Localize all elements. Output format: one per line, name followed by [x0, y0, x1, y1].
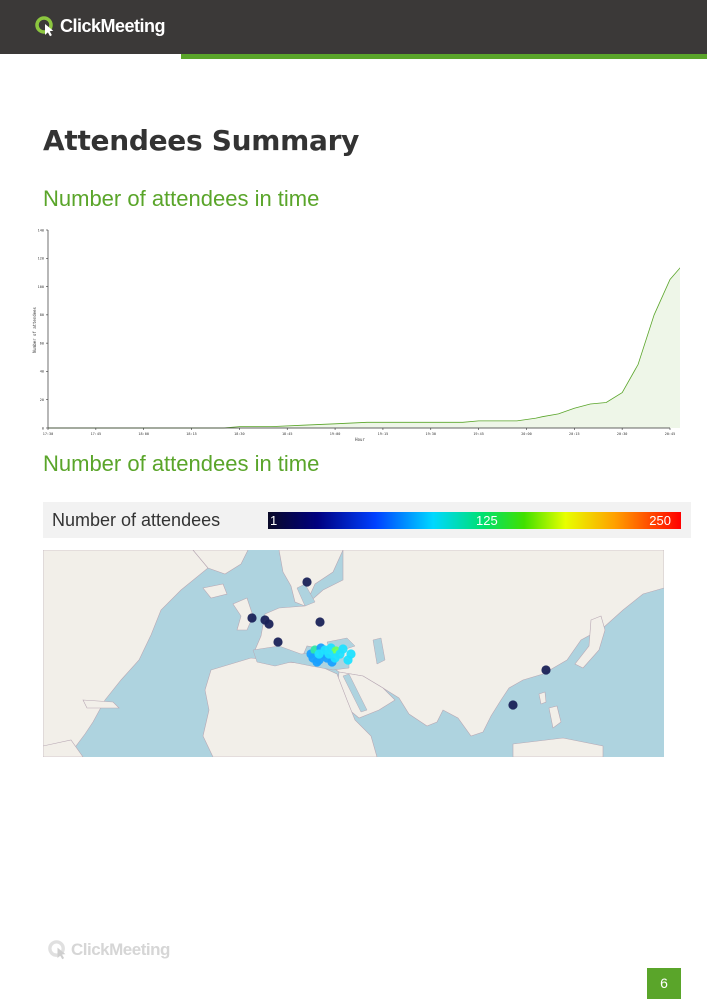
y-tick-label: 0 [42, 426, 44, 430]
x-tick-label: 19:15 [378, 432, 389, 436]
x-tick-label: 20:00 [521, 432, 532, 436]
section-title-map: Number of attendees in time [43, 451, 320, 476]
y-tick-label: 100 [38, 285, 44, 289]
attendees-line [48, 267, 680, 429]
section-title-timeline: Number of attendees in time [43, 186, 320, 211]
x-tick-label: 20:45 [665, 432, 676, 436]
x-tick-label: 18:30 [234, 432, 245, 436]
color-scale-min: 1 [270, 513, 278, 528]
x-tick-label: 17:30 [43, 432, 54, 436]
attendee-marker[interactable] [247, 613, 257, 623]
attendees-world-map [43, 550, 664, 757]
attendee-marker[interactable] [315, 617, 325, 627]
color-scale-bar: 1 125 250 [268, 512, 681, 529]
color-scale-max: 250 [649, 513, 671, 528]
sea-mediterranean [252, 645, 350, 671]
attendee-marker[interactable] [338, 644, 348, 654]
sea-red [342, 673, 368, 713]
attendee-marker[interactable] [264, 619, 274, 629]
attendee-marker[interactable] [312, 657, 322, 667]
header-bar: ClickMeeting [0, 0, 707, 54]
header-brand: ClickMeeting [60, 15, 166, 36]
y-tick-label: 60 [40, 341, 44, 345]
y-tick-label: 140 [38, 228, 44, 232]
sea-caspian [372, 637, 386, 665]
map-legend: Number of attendees 1 125 250 [43, 502, 691, 538]
color-scale-mid: 125 [476, 513, 498, 528]
x-tick-label: 20:30 [617, 432, 628, 436]
y-tick-label: 120 [38, 257, 44, 261]
page-number: 6 [647, 968, 681, 999]
footer-logo-icon [48, 940, 66, 960]
x-tick-label: 20:15 [569, 432, 580, 436]
attendee-markers [247, 577, 551, 710]
map-landmasses [43, 550, 664, 757]
clickmeeting-logo-icon [35, 16, 54, 37]
attendees-line-chart: 0 20 40 60 80 100 120 140 17:30 17:45 18:00 18:15 1… [32, 228, 680, 442]
attendee-marker[interactable] [541, 665, 551, 675]
y-tick-label: 20 [40, 398, 44, 402]
page-title: Attendees Summary [43, 124, 360, 157]
land-philippines [548, 705, 562, 729]
land-caribbean [82, 699, 120, 709]
land-iceland [202, 583, 228, 599]
x-axis-label: Hour [355, 437, 365, 442]
land-south-america [43, 739, 84, 757]
attendee-marker[interactable] [508, 700, 518, 710]
x-tick-label: 17:45 [91, 432, 102, 436]
footer-logo: ClickMeeting [47, 939, 170, 960]
attendee-marker[interactable] [302, 577, 312, 587]
legend-label: Number of attendees [52, 510, 221, 530]
land-greenland [192, 550, 249, 575]
sea-baltic [296, 583, 316, 607]
attendee-marker[interactable] [324, 649, 334, 659]
land-japan [574, 615, 606, 669]
attendee-marker[interactable] [314, 649, 324, 659]
x-tick-label: 19:00 [330, 432, 341, 436]
attendees-area [48, 267, 680, 428]
header-accent-line [181, 54, 707, 59]
land-indonesia [512, 737, 604, 757]
attendee-marker[interactable] [346, 649, 356, 659]
x-tick-label: 19:45 [473, 432, 484, 436]
land-british-isles [232, 597, 254, 631]
land-taiwan [538, 691, 547, 705]
attendee-marker[interactable] [273, 637, 283, 647]
footer-brand: ClickMeeting [71, 939, 170, 959]
y-axis-label: Number of attendees [32, 307, 37, 353]
x-tick-label: 19:30 [425, 432, 436, 436]
x-tick-label: 18:15 [186, 432, 197, 436]
y-tick-label: 40 [40, 370, 44, 374]
y-tick-label: 80 [40, 313, 44, 317]
x-tick-label: 18:45 [282, 432, 293, 436]
header-logo: ClickMeeting [34, 15, 166, 37]
x-tick-label: 18:00 [138, 432, 149, 436]
